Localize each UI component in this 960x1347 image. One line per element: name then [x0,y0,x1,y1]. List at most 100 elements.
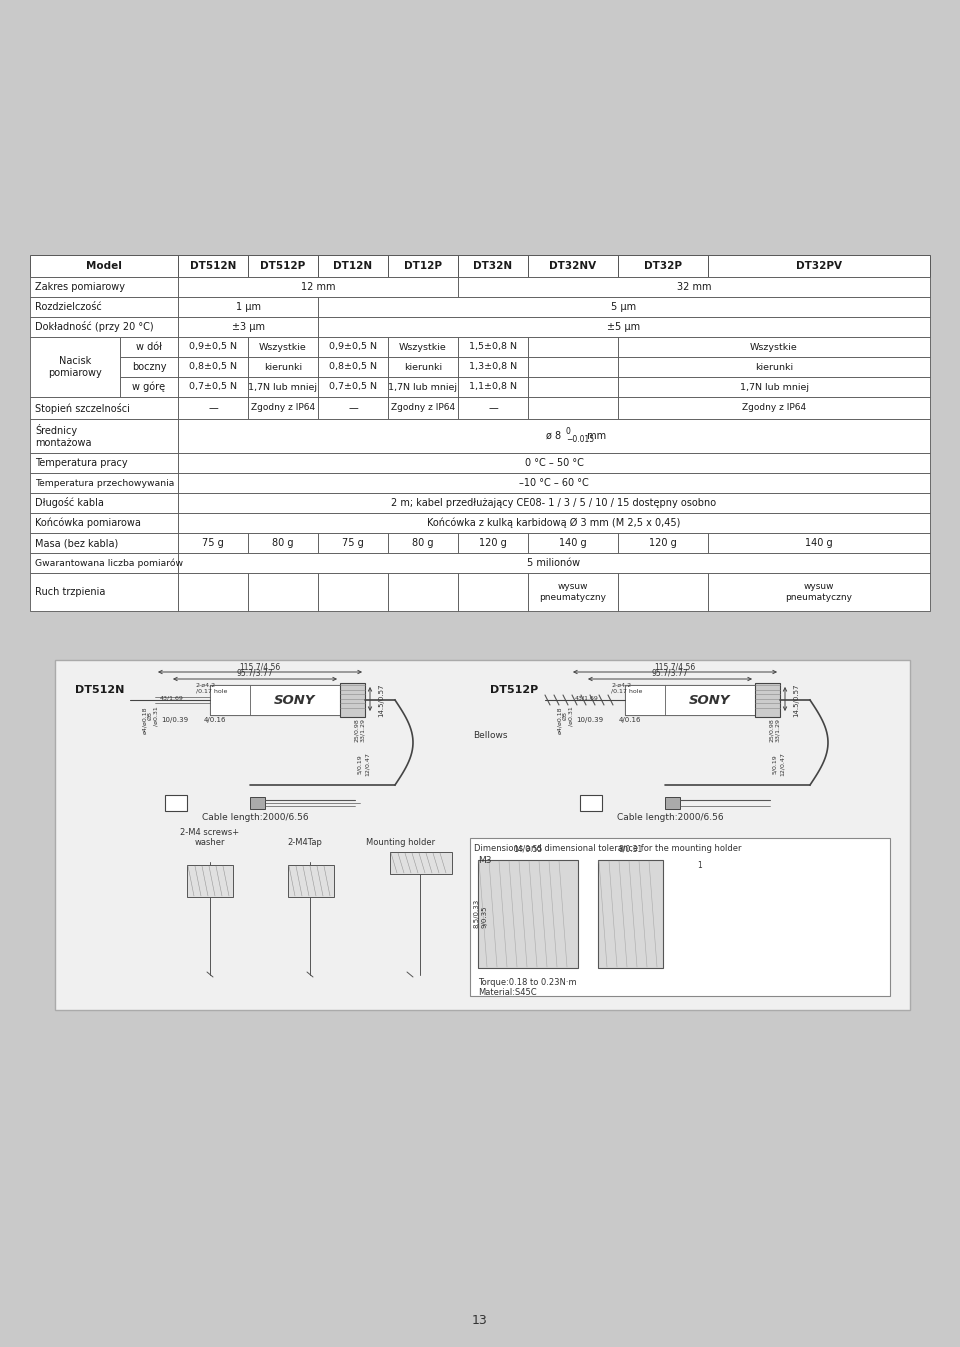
Circle shape [416,858,426,867]
Text: Torque:0.18 to 0.23N·m: Torque:0.18 to 0.23N·m [478,978,577,987]
Bar [388,377,458,397]
Text: 2-ø4.2
/0.17 hole: 2-ø4.2 /0.17 hole [611,683,642,694]
Bar [625,686,665,715]
Text: Temperatura pracy: Temperatura pracy [35,458,128,467]
Text: 0,8±0,5 N: 0,8±0,5 N [329,362,377,372]
Bar [120,337,178,357]
Text: ±5 μm: ±5 μm [608,322,640,331]
Bar [178,493,930,513]
Bar [390,853,452,874]
Circle shape [205,975,214,985]
Bar [478,859,578,968]
Bar [178,473,930,493]
Bar [30,554,178,572]
Text: Zgodny z IP64: Zgodny z IP64 [391,404,455,412]
Bar [618,337,930,357]
Text: 140 g: 140 g [805,537,833,548]
Text: w górę: w górę [132,381,165,392]
Circle shape [292,873,299,880]
Text: DT32N: DT32N [473,261,513,271]
Bar [618,572,708,612]
Bar [30,277,178,296]
Bar [288,865,334,897]
Text: 80 g: 80 g [412,537,434,548]
Text: 75 g: 75 g [342,537,364,548]
Text: Temperatura przechowywania: Temperatura przechowywania [35,478,175,488]
Bar [458,337,528,357]
Text: 10/0.39: 10/0.39 [161,717,188,723]
Bar [580,795,602,811]
Text: wysuw
pneumatyczny: wysuw pneumatyczny [540,582,607,602]
Bar [178,554,930,572]
Text: Zakres pomiarowy: Zakres pomiarowy [35,282,125,292]
Bar [30,397,178,419]
Text: 1 μm: 1 μm [235,302,260,313]
Bar [30,453,178,473]
Text: 33/1.29: 33/1.29 [775,718,780,742]
Text: 1,3±0,8 N: 1,3±0,8 N [468,362,517,372]
Text: Ø8
/ø0.31: Ø8 /ø0.31 [148,706,158,726]
Bar [528,533,618,554]
Bar [318,296,930,317]
Bar [458,255,528,277]
Text: boczny: boczny [132,362,166,372]
Text: Nacisk
pomiarowy: Nacisk pomiarowy [48,356,102,377]
Text: SONY: SONY [275,694,316,706]
Bar [318,317,930,337]
Text: 120 g: 120 g [649,537,677,548]
Bar [318,533,388,554]
Text: wysuw
pneumatyczny: wysuw pneumatyczny [785,582,852,602]
Text: ø 8: ø 8 [546,431,562,440]
Text: DT512N: DT512N [75,686,125,695]
Bar [30,419,178,453]
Bar [178,337,248,357]
Text: 1,7N lub mniej: 1,7N lub mniej [389,383,458,392]
Text: M3: M3 [478,855,492,865]
Text: kierunki: kierunki [755,362,793,372]
Text: Średnicy
montażowa: Średnicy montażowa [35,424,91,447]
Bar [708,572,930,612]
Bar [318,572,388,612]
Bar [528,377,618,397]
Text: 14/0.55: 14/0.55 [514,845,542,854]
Text: SONY: SONY [689,694,731,706]
Bar [388,572,458,612]
Text: 1,7N lub mniej: 1,7N lub mniej [739,383,808,392]
Text: Wszystkie: Wszystkie [399,342,446,352]
Text: 0,9±0,5 N: 0,9±0,5 N [329,342,377,352]
Bar [625,686,755,715]
Bar [458,533,528,554]
Bar [248,357,318,377]
Bar [210,686,250,715]
Text: 75 g: 75 g [203,537,224,548]
Text: Rozdzielczość: Rozdzielczość [35,302,102,313]
Text: Gwarantowana liczba pomiarów: Gwarantowana liczba pomiarów [35,558,183,567]
Circle shape [506,890,550,935]
Circle shape [305,975,315,985]
Text: 115.7/4.56: 115.7/4.56 [655,661,696,671]
Bar [318,255,388,277]
Bar [55,660,910,1010]
Bar [470,838,890,995]
Bar [30,296,178,317]
Text: 12/0.47: 12/0.47 [780,752,785,776]
Bar [120,357,178,377]
Text: 1,5±0,8 N: 1,5±0,8 N [469,342,517,352]
Text: 0 °C – 50 °C: 0 °C – 50 °C [524,458,584,467]
Bar [178,377,248,397]
Bar [388,533,458,554]
Text: 25/0.98: 25/0.98 [354,718,359,742]
Text: 1,1±0,8 N: 1,1±0,8 N [469,383,517,392]
Bar [318,377,388,397]
Bar [210,686,340,715]
Text: 0: 0 [566,427,571,436]
Bar [248,572,318,612]
Text: Cable length:2000/6.56: Cable length:2000/6.56 [202,814,308,822]
Text: kierunki: kierunki [264,362,302,372]
Text: Model: Model [86,261,122,271]
Text: DT512N: DT512N [190,261,236,271]
Text: ø4/ø0.18: ø4/ø0.18 [558,706,563,734]
Bar [618,357,930,377]
Text: 2-M4Tap: 2-M4Tap [288,838,323,847]
Text: 5/0.19: 5/0.19 [772,754,777,775]
